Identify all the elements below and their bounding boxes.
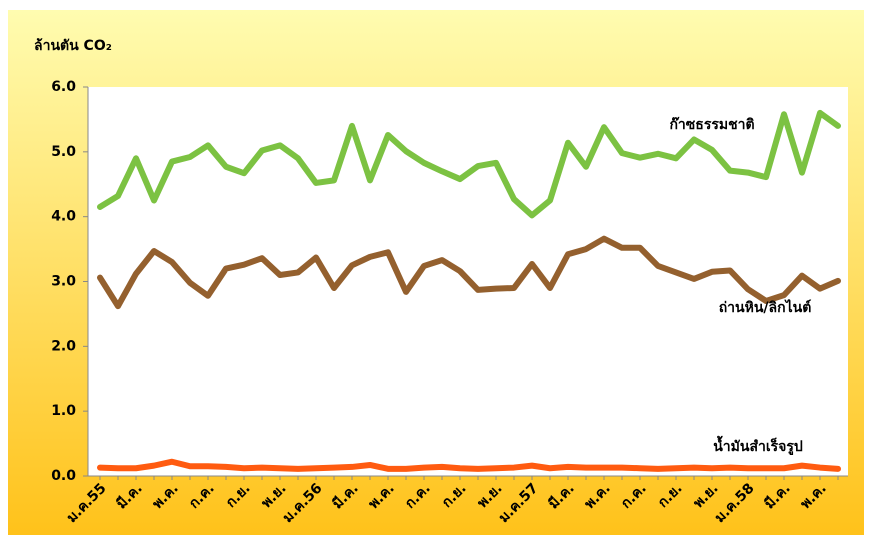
y-tick-label: 4.0 (51, 209, 76, 225)
series-label: น้ำมันสำเร็จรูป (713, 435, 803, 455)
series-label: ถ่านหิน/ลิกไนต์ (719, 298, 812, 316)
series-line (97, 458, 841, 472)
y-tick-label: 2.0 (51, 338, 76, 354)
y-tick-label: 1.0 (51, 403, 76, 419)
series-line (97, 235, 841, 310)
y-axis-title: ล้านตัน CO₂ (34, 38, 112, 54)
y-tick-label: 5.0 (51, 144, 76, 160)
series-label: ก๊าซธรรมชาติ (669, 116, 754, 133)
y-tick-label: 6.0 (51, 79, 76, 95)
y-tick-label: 3.0 (51, 274, 76, 290)
y-tick-label: 0.0 (51, 468, 76, 484)
series-line (97, 109, 841, 219)
